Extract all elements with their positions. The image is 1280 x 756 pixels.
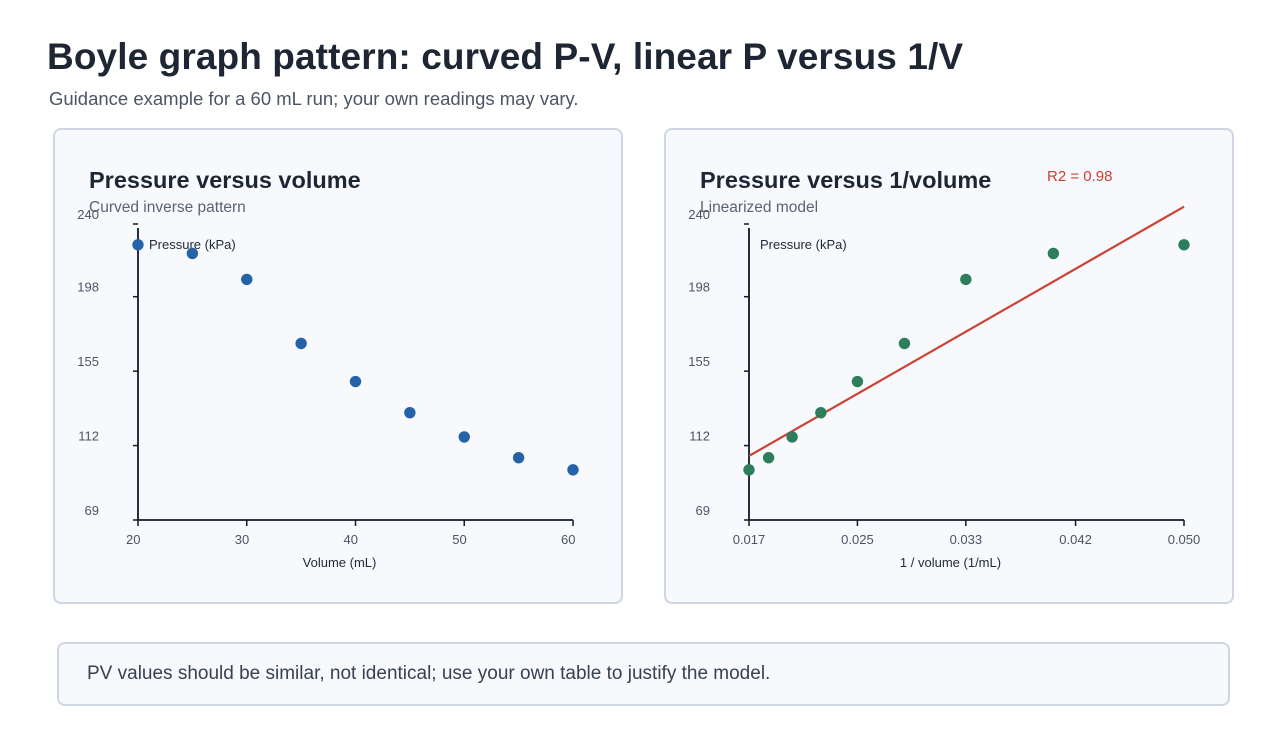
x-tick-label: 0.025: [841, 532, 874, 547]
y-tick-label: 155: [688, 354, 710, 369]
x-tick-label: 30: [235, 532, 249, 547]
data-point: [1047, 247, 1060, 260]
y-axis-label: Pressure (kPa): [760, 237, 847, 252]
data-point: [349, 375, 362, 388]
data-point: [762, 451, 775, 464]
data-point: [898, 337, 911, 350]
page-title: Boyle graph pattern: curved P-V, linear …: [47, 36, 964, 77]
x-tick-label: 40: [344, 532, 358, 547]
y-tick-label: 112: [689, 429, 710, 444]
x-tick-label: 50: [452, 532, 466, 547]
y-tick-label: 240: [77, 207, 99, 222]
chart-panel-pressure-volume: Pressure versus volume Curved inverse pat…: [53, 128, 623, 604]
x-axis-label: Volume (mL): [303, 555, 377, 570]
data-point: [786, 431, 798, 443]
data-point: [1178, 239, 1190, 251]
y-tick-label: 198: [77, 280, 99, 295]
x-tick-label: 0.017: [733, 532, 766, 547]
x-tick-label: 60: [561, 532, 575, 547]
chart-title: Pressure versus 1/volume: [700, 167, 991, 193]
y-tick-label: 155: [77, 354, 99, 369]
y-axis-label: Pressure (kPa): [149, 237, 236, 252]
r-squared-label: R2 = 0.98: [1047, 168, 1112, 185]
data-point: [512, 451, 525, 464]
x-tick-label: 0.050: [1168, 532, 1201, 547]
y-tick-label: 69: [85, 503, 99, 518]
y-tick-label: 240: [688, 207, 710, 222]
data-point: [815, 406, 827, 419]
data-point: [743, 464, 755, 476]
chart-subtitle: Curved inverse pattern: [89, 199, 246, 216]
chart-title: Pressure versus volume: [89, 167, 361, 193]
data-point: [960, 273, 972, 286]
data-point: [295, 337, 307, 350]
y-tick-label: 69: [696, 503, 710, 518]
chart-subtitle: Linearized model: [700, 199, 818, 216]
data-point: [132, 239, 144, 251]
x-tick-label: 0.042: [1059, 532, 1092, 547]
page-subtitle: Guidance example for a 60 mL run; your o…: [49, 88, 579, 109]
footer-note: PV values should be similar, not identic…: [57, 642, 1230, 706]
data-point: [404, 406, 416, 419]
y-tick-label: 198: [688, 280, 710, 295]
data-point: [241, 273, 253, 286]
chart-pressure-volume: Pressure versus volume Curved inverse pat…: [77, 167, 579, 570]
chart-panel-pressure-inverse-volume: Pressure versus 1/volume Linearized model…: [664, 128, 1234, 604]
x-axis-label: 1 / volume (1/mL): [900, 555, 1001, 570]
x-tick-label: 0.033: [950, 532, 983, 547]
chart-pressure-inverse-volume: Pressure versus 1/volume Linearized model…: [688, 167, 1201, 570]
x-tick-label: 20: [126, 532, 140, 547]
data-point: [851, 375, 864, 388]
data-point: [186, 247, 199, 260]
data-point: [458, 431, 470, 443]
data-point: [567, 464, 579, 476]
y-tick-label: 112: [78, 429, 99, 444]
